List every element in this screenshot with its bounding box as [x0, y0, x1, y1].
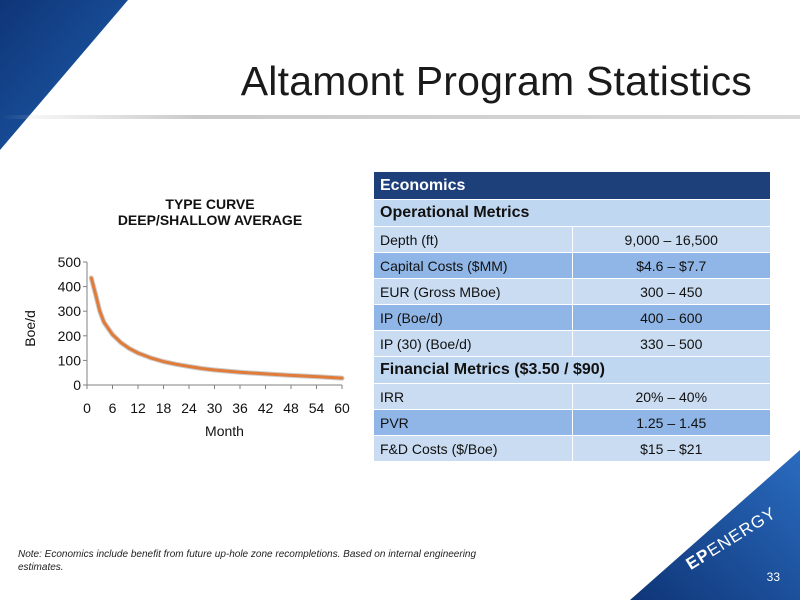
x-tick-label: 30: [207, 400, 223, 416]
x-tick-label: 54: [309, 400, 325, 416]
type-curve-chart: 0 100 200 300 400 500 0 6 12 18 24 30 36 42 48 54 60 Mont…: [22, 254, 350, 439]
x-tick-label: 24: [181, 400, 197, 416]
y-tick-label: 200: [58, 328, 82, 344]
table-row: IP (Boe/d) 400 – 600: [373, 304, 771, 331]
table-row: IP (30) (Boe/d) 330 – 500: [373, 330, 771, 357]
chart-title: TYPE CURVE DEEP/SHALLOW AVERAGE: [95, 196, 325, 228]
chart-title-line1: TYPE CURVE: [165, 196, 255, 212]
table-row: PVR 1.25 – 1.45: [373, 409, 771, 436]
table-row: Capital Costs ($MM) $4.6 – $7.7: [373, 252, 771, 279]
slide-title: Altamont Program Statistics: [240, 58, 752, 104]
x-tick-label: 48: [283, 400, 299, 416]
table-header: Economics: [373, 171, 771, 200]
footnote: Note: Economics include benefit from fut…: [18, 549, 477, 573]
metric-label: EUR (Gross MBoe): [373, 278, 573, 305]
section-title: Financial Metrics ($3.50 / $90): [373, 356, 771, 384]
metric-label: Depth (ft): [373, 226, 573, 253]
metric-value: $4.6 – $7.7: [571, 252, 771, 279]
type-curve-shadow: [88, 275, 345, 381]
type-curve-line: [89, 276, 344, 380]
table-row: EUR (Gross MBoe) 300 – 450: [373, 278, 771, 305]
metric-label: Capital Costs ($MM): [373, 252, 573, 279]
y-tick-label: 500: [58, 254, 82, 270]
metric-label: F&D Costs ($/Boe): [373, 435, 573, 462]
metric-label: PVR: [373, 409, 573, 436]
metric-value: 330 – 500: [571, 330, 771, 357]
x-axis-label: Month: [205, 423, 244, 439]
metric-value: 9,000 – 16,500: [571, 226, 771, 253]
x-tick-label: 18: [156, 400, 172, 416]
y-tick-label: 100: [58, 352, 82, 368]
metric-label: IRR: [373, 383, 573, 410]
chart-subtitle: DEEP/SHALLOW AVERAGE: [117, 212, 303, 228]
x-tick-label: 60: [334, 400, 350, 416]
x-tick-label: 36: [232, 400, 248, 416]
corner-decoration-top-left: [0, 0, 128, 150]
y-tick-label: 300: [58, 303, 82, 319]
page-number: 33: [766, 570, 780, 584]
table-row: Depth (ft) 9,000 – 16,500: [373, 226, 771, 253]
y-tick-label: 400: [58, 279, 82, 295]
x-tick-label: 42: [258, 400, 274, 416]
section-title: Operational Metrics: [373, 199, 771, 227]
metric-value: 1.25 – 1.45: [571, 409, 771, 436]
x-tick-label: 0: [83, 400, 91, 416]
corner-decoration-bottom-right: [630, 450, 800, 600]
table-row: F&D Costs ($/Boe) $15 – $21: [373, 435, 771, 462]
y-axis-label: Boe/d: [22, 310, 38, 347]
y-tick-label: 0: [73, 377, 81, 393]
metric-value: 400 – 600: [571, 304, 771, 331]
metric-value: 300 – 450: [571, 278, 771, 305]
economics-table: Economics Operational Metrics Depth (ft)…: [373, 171, 771, 462]
metric-label: IP (Boe/d): [373, 304, 573, 331]
section-row: Financial Metrics ($3.50 / $90): [373, 356, 771, 384]
metric-value: 20% – 40%: [571, 383, 771, 410]
section-row: Operational Metrics: [373, 199, 771, 227]
table-header-row: Economics: [373, 171, 771, 200]
x-tick-label: 6: [109, 400, 117, 416]
table-row: IRR 20% – 40%: [373, 383, 771, 410]
metric-value: $15 – $21: [571, 435, 771, 462]
x-tick-label: 12: [130, 400, 146, 416]
metric-label: IP (30) (Boe/d): [373, 330, 573, 357]
title-divider: [0, 115, 800, 119]
